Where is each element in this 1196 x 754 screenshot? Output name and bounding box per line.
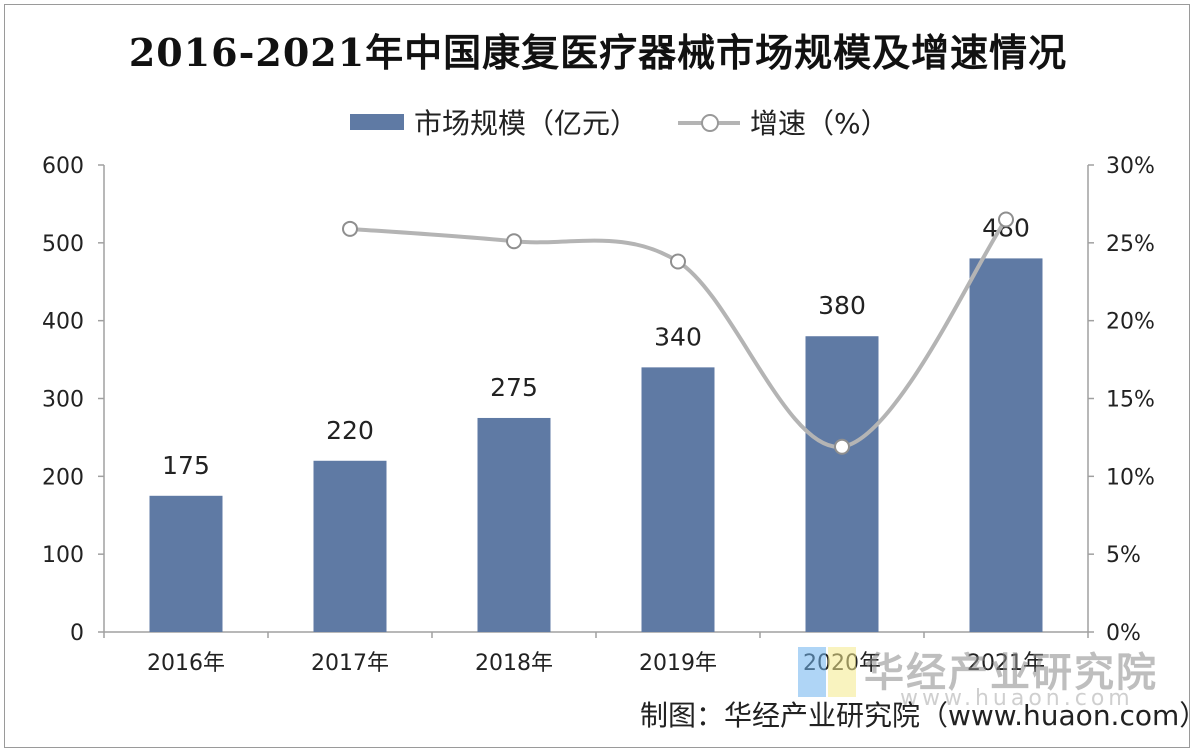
y-left-tick-label: 600	[42, 154, 84, 179]
source-note: 制图：华经产业研究院（www.huaon.com）	[640, 699, 1196, 732]
legend-bar-swatch	[350, 114, 404, 130]
data-label: 380	[818, 291, 866, 320]
growth-point	[998, 211, 1014, 228]
legend-item-line[interactable]: 增速（%）	[678, 102, 889, 142]
growth-line	[348, 217, 1008, 449]
watermark: 华经产业研究院	[798, 640, 1158, 698]
bar	[313, 460, 387, 632]
watermark-logo-icon	[798, 641, 858, 697]
y-left-tick-label: 200	[42, 465, 84, 490]
growth-point	[834, 438, 850, 455]
x-tick-label: 2016年	[147, 651, 225, 676]
x-tick-label: 2021年	[967, 651, 1045, 676]
x-tick-label: 2018年	[475, 651, 553, 676]
legend-item-bar[interactable]: 市场规模（亿元）	[350, 102, 638, 142]
data-label: 340	[654, 322, 702, 351]
legend-line-swatch	[678, 112, 741, 132]
growth-point	[506, 233, 522, 250]
bar	[969, 258, 1043, 632]
data-label: 275	[490, 373, 538, 402]
y-left-tick-label: 0	[70, 621, 84, 646]
bar	[805, 336, 879, 632]
y-right-tick-label: 20%	[1106, 310, 1155, 335]
legend-line-label: 增速（%）	[750, 107, 889, 140]
y-left-tick-label: 500	[42, 232, 84, 257]
y-right-tick-label: 10%	[1106, 465, 1155, 490]
y-right-tick-label: 25%	[1106, 232, 1155, 257]
y-left-tick-label: 300	[42, 388, 84, 413]
legend-bar-label: 市场规模（亿元）	[414, 107, 639, 140]
y-left-tick-label: 400	[42, 310, 84, 335]
growth-point	[670, 253, 686, 270]
bar	[641, 367, 715, 632]
bar	[477, 417, 551, 632]
y-left-tick-label: 100	[42, 543, 84, 568]
y-right-tick-label: 5%	[1106, 543, 1141, 568]
chart-legend: 市场规模（亿元） 增速（%）	[350, 102, 889, 142]
y-right-tick-label: 0%	[1106, 621, 1141, 646]
y-right-tick-label: 30%	[1106, 154, 1155, 179]
watermark-url: www.huaon.com	[900, 686, 1134, 711]
bar	[149, 495, 223, 632]
growth-point	[342, 220, 358, 237]
data-label: 175	[162, 451, 210, 480]
y-right-tick-label: 15%	[1106, 388, 1155, 413]
data-label: 220	[326, 416, 374, 445]
x-tick-label: 2017年	[311, 651, 389, 676]
x-tick-label: 2019年	[639, 651, 717, 676]
watermark-name: 华经产业研究院	[864, 650, 1158, 696]
chart-title: 2016-2021年中国康复医疗器械市场规模及增速情况	[128, 30, 1068, 75]
